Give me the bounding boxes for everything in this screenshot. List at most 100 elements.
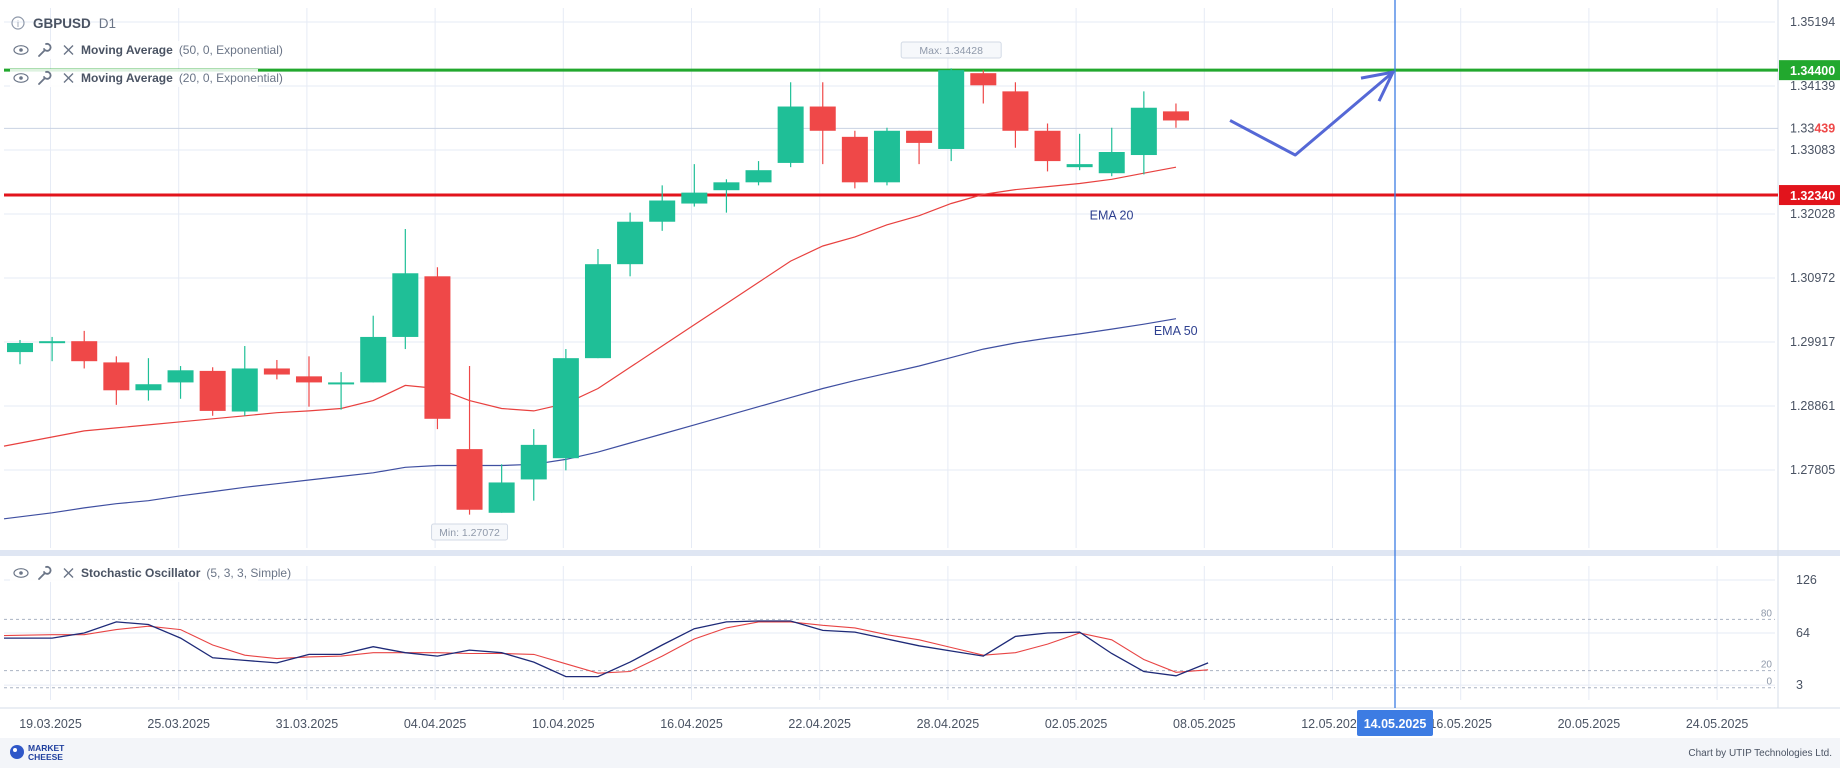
- candle-body: [1034, 130, 1061, 162]
- date-tick: 04.04.2025: [404, 717, 467, 731]
- candle-body: [906, 130, 933, 143]
- current-price-label: 1.33439: [1790, 121, 1835, 135]
- close-icon: [63, 73, 74, 83]
- max-label: Max: 1.34428: [919, 45, 983, 57]
- indicator-params: (5, 3, 3, Simple): [206, 566, 291, 580]
- level-price-label: 1.32340: [1790, 189, 1835, 203]
- candle-body: [263, 368, 290, 375]
- eye-icon: [13, 73, 29, 83]
- ema-50-label: EMA 50: [1154, 324, 1198, 338]
- symbol-title: GBPUSD D1: [33, 16, 116, 31]
- date-tick: 02.05.2025: [1045, 717, 1108, 731]
- candle-body: [1002, 91, 1029, 131]
- price-tick: 1.35194: [1790, 15, 1835, 29]
- indicator-params: (20, 0, Exponential): [179, 71, 283, 85]
- panel-divider: [0, 550, 1840, 556]
- logo-text-line1: MARKET: [28, 743, 65, 753]
- eye-icon-pupil: [19, 571, 23, 575]
- indicator-row-bg: [10, 69, 258, 87]
- candle-body: [970, 73, 997, 86]
- candlesticks: [7, 68, 1189, 515]
- current-price-main: 1.33: [1790, 121, 1814, 135]
- indicator-stochastic-label: Stochastic Oscillator (5, 3, 3, Simple): [81, 566, 291, 580]
- stochastic-panel: 80 20 0: [3, 608, 1775, 689]
- wrench-icon: [38, 70, 52, 85]
- indicator-params: (50, 0, Exponential): [179, 43, 283, 57]
- ema-20-label: EMA 20: [1090, 209, 1134, 223]
- stoch-tick: 3: [1796, 678, 1803, 692]
- axes: 1.35194 1.34139 1.33083 1.32028 1.30972 1.299…: [19, 15, 1840, 736]
- indicator-ema50-label: Moving Average (50, 0, Exponential): [81, 43, 283, 57]
- date-tick: 28.04.2025: [917, 717, 980, 731]
- candle-body: [488, 482, 515, 513]
- candle-body: [456, 449, 483, 510]
- candle-body: [71, 341, 98, 362]
- candle-body: [7, 343, 33, 353]
- min-label-box: [431, 523, 509, 541]
- logo-text-line2: CHEESE: [28, 752, 63, 762]
- stoch-k-line: [4, 620, 1209, 678]
- candle-body: [295, 376, 322, 383]
- forecast-arrow: [1229, 71, 1394, 157]
- indicator-name: Moving Average: [81, 43, 173, 57]
- candle-body: [520, 444, 547, 480]
- date-tick: 22.04.2025: [788, 717, 851, 731]
- candle-body: [617, 221, 644, 265]
- timeframe: D1: [99, 16, 116, 31]
- chart-annotations: Max: 1.34428 Min: 1.27072 EMA 20 EMA 50: [431, 0, 1396, 708]
- close-icon: [63, 45, 74, 55]
- candle-body: [1066, 164, 1093, 168]
- level-price-label: 1.34400: [1790, 64, 1835, 78]
- candle-body: [1162, 111, 1189, 121]
- indicator-ema20-label: Moving Average (20, 0, Exponential): [81, 71, 283, 85]
- date-tick: 16.04.2025: [660, 717, 723, 731]
- logo-icon-hole: [13, 748, 17, 752]
- crosshair-date-badge: [1357, 710, 1433, 736]
- info-icon: [11, 16, 25, 30]
- candle-body: [745, 170, 772, 183]
- candle-body: [39, 341, 66, 344]
- moving-averages: [3, 166, 1177, 520]
- price-tick: 1.34139: [1790, 79, 1835, 93]
- candle-body: [809, 106, 836, 131]
- level-price-badge: [1779, 60, 1840, 81]
- ema-20-line: [3, 166, 1177, 447]
- date-tick: 31.03.2025: [276, 717, 339, 731]
- candle-body: [713, 182, 740, 191]
- eye-icon: [13, 568, 29, 578]
- price-tick: 1.27805: [1790, 463, 1835, 477]
- eye-icon-pupil: [19, 76, 23, 80]
- candle-body: [167, 370, 194, 383]
- stoch-level-label: 0: [1766, 677, 1772, 688]
- candle-body: [392, 273, 419, 337]
- candle-body: [360, 336, 387, 383]
- date-tick: 08.05.2025: [1173, 717, 1236, 731]
- stoch-level-label: 20: [1761, 660, 1773, 671]
- candle-body: [649, 200, 676, 222]
- indicator-row-bg: [10, 564, 258, 582]
- indicator-name: Stochastic Oscillator: [81, 566, 201, 580]
- info-icon-glyph: i: [17, 19, 19, 29]
- candle-body: [135, 384, 162, 391]
- price-tick: 1.30972: [1790, 271, 1835, 285]
- candle-body: [199, 370, 226, 411]
- candle-body: [777, 106, 804, 163]
- date-tick: 25.03.2025: [147, 717, 210, 731]
- level-price-badge: [1779, 185, 1840, 206]
- current-price-accent: 439: [1814, 121, 1835, 135]
- candle-body: [552, 358, 579, 459]
- price-tick: 1.32028: [1790, 207, 1835, 221]
- candle-body: [1130, 107, 1157, 156]
- candle-body: [424, 276, 451, 419]
- candle-body: [231, 368, 258, 412]
- candle-body: [841, 136, 868, 183]
- candle-body: [103, 362, 130, 391]
- stoch-level-label: 80: [1761, 608, 1773, 619]
- price-tick: 1.33083: [1790, 143, 1835, 157]
- candle-body: [328, 382, 355, 385]
- ema-50-line: [3, 318, 1177, 520]
- date-tick: 10.04.2025: [532, 717, 595, 731]
